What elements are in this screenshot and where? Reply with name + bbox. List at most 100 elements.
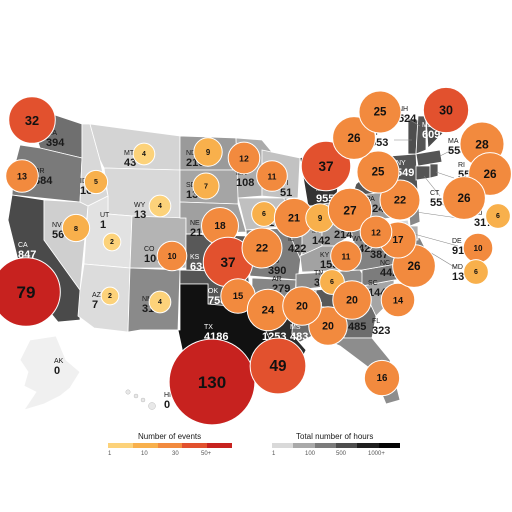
event-count-GA: 20	[346, 295, 358, 307]
state-abbr-OR: OR	[34, 168, 45, 175]
legend-hours-tick-100: 100	[305, 451, 316, 457]
event-circle-NH	[358, 90, 402, 134]
event-count-SC: 14	[393, 296, 404, 306]
event-bubble-GA[interactable]: 20	[332, 280, 372, 320]
event-bubble-NE[interactable]: 18	[201, 207, 239, 245]
event-count-AZ: 2	[108, 293, 112, 300]
event-bubble-MD[interactable]: 6	[463, 259, 489, 285]
state-abbr-HI: HI	[164, 392, 171, 399]
state-hours-DE: 91	[452, 245, 464, 257]
state-abbr-NH: NH	[398, 106, 408, 113]
event-bubble-ID[interactable]: 5	[83, 169, 109, 195]
event-circle-NV	[61, 213, 91, 243]
event-circle-FL	[363, 359, 401, 397]
event-bubble-CT[interactable]: 26	[442, 176, 486, 220]
event-bubble-AZ[interactable]: 2	[100, 286, 120, 306]
legend-events-bar	[108, 443, 232, 448]
event-bubble-ND[interactable]: 9	[193, 137, 223, 167]
legend-hours-bar-swatch	[378, 443, 400, 448]
legend-events-bar-swatch	[132, 443, 158, 448]
event-bubble-MI[interactable]: 37	[300, 140, 352, 192]
event-bubble-KY[interactable]: 11	[330, 240, 362, 272]
event-circle-MN	[227, 141, 261, 175]
state-abbr-CO: CO	[144, 246, 155, 253]
event-count-KS: 37	[220, 255, 235, 270]
event-bubble-SC[interactable]: 14	[380, 282, 416, 318]
event-bubble-MN[interactable]: 12	[227, 141, 261, 175]
event-bubble-NM[interactable]: 4	[148, 290, 172, 314]
event-bubble-TX[interactable]: 130	[168, 338, 256, 426]
legend-hours-tick-500: 500	[336, 451, 347, 457]
legend-events-tick-10: 10	[141, 451, 148, 457]
event-bubble-SD[interactable]: 7	[192, 172, 220, 200]
event-bubble-LA[interactable]: 49	[249, 337, 307, 395]
event-bubble-WI[interactable]: 11	[256, 160, 288, 192]
event-bubble-KS[interactable]: 37	[202, 236, 254, 288]
event-bubble-WY[interactable]: 4	[148, 194, 172, 218]
state-abbr-NY: NY	[396, 160, 406, 167]
event-count-MS: 20	[322, 321, 334, 333]
event-circle-ND	[193, 137, 223, 167]
event-count-AR: 24	[262, 305, 275, 317]
state-NH[interactable]	[415, 115, 427, 155]
state-RI[interactable]	[429, 163, 439, 179]
event-bubble-OR[interactable]: 13	[5, 159, 39, 193]
legend-hours-bar-swatch	[314, 443, 336, 448]
event-circle-CT	[442, 176, 486, 220]
event-bubble-FL[interactable]: 16	[363, 359, 401, 397]
event-bubble-PA[interactable]: 22	[379, 179, 421, 221]
state-abbr-DE: DE	[452, 238, 462, 245]
state-abbr-MD: MD	[452, 264, 463, 271]
event-count-CT: 26	[457, 192, 471, 205]
event-bubble-NY[interactable]: 25	[356, 150, 400, 194]
state-abbr-NV: NV	[52, 222, 62, 229]
event-count-IL: 21	[288, 213, 300, 225]
legend-events-bar-swatch	[182, 443, 208, 448]
event-bubble-CA[interactable]: 79	[0, 257, 61, 327]
event-bubble-AR[interactable]: 24	[246, 288, 290, 332]
event-bubble-DE[interactable]: 10	[462, 232, 494, 264]
state-abbr-ND: ND	[186, 150, 196, 157]
event-count-KY: 11	[342, 252, 351, 262]
event-bubble-IN[interactable]: 9	[305, 203, 335, 233]
state-abbr-MS: MS	[290, 324, 301, 331]
event-bubble-MT[interactable]: 4	[132, 142, 156, 166]
event-count-MT: 4	[142, 151, 146, 158]
event-bubble-OH[interactable]: 27	[327, 187, 373, 233]
state-CT[interactable]	[415, 165, 431, 181]
state-hours-IN: 142	[312, 235, 330, 247]
event-bubble-AL[interactable]: 20	[282, 286, 322, 326]
event-bubble-MO[interactable]: 22	[241, 227, 283, 269]
event-bubble-IL[interactable]: 21	[273, 197, 315, 239]
event-bubble-WA[interactable]: 32	[8, 96, 56, 144]
event-circle-NM	[148, 290, 172, 314]
event-bubble-UT[interactable]: 2	[102, 232, 122, 252]
event-bubble-WV[interactable]: 12	[359, 215, 393, 249]
event-count-MN: 12	[239, 154, 249, 164]
event-bubble-NJ[interactable]: 6	[485, 203, 511, 229]
event-circle-CO	[156, 240, 188, 272]
state-hours-UT: 1	[100, 219, 106, 231]
state-abbr-WA: WA	[46, 130, 57, 137]
event-circle-AL	[282, 286, 322, 326]
state-abbr-NE: NE	[190, 220, 200, 227]
event-bubble-NH[interactable]: 25	[358, 90, 402, 134]
event-count-NC: 26	[407, 260, 421, 273]
state-HI[interactable]	[125, 389, 156, 410]
event-bubble-VT[interactable]: 26	[332, 116, 376, 160]
event-count-SD: 7	[204, 183, 208, 191]
state-AK[interactable]	[19, 335, 81, 411]
event-bubble-ME[interactable]: 30	[422, 86, 470, 134]
event-count-DE: 10	[473, 244, 483, 253]
state-hours-AK: 0	[54, 365, 60, 377]
legend-events-bar-swatch	[108, 443, 133, 448]
event-circle-WI	[256, 160, 288, 192]
event-bubble-IA[interactable]: 6	[251, 201, 277, 227]
event-bubble-CO[interactable]: 10	[156, 240, 188, 272]
event-circle-MO	[241, 227, 283, 269]
state-hours-ME: 609	[422, 129, 440, 141]
state-abbr-ID: ID	[80, 178, 87, 185]
state-MA[interactable]	[415, 149, 443, 167]
event-bubble-NV[interactable]: 8	[61, 213, 91, 243]
event-count-IA: 6	[262, 211, 266, 218]
